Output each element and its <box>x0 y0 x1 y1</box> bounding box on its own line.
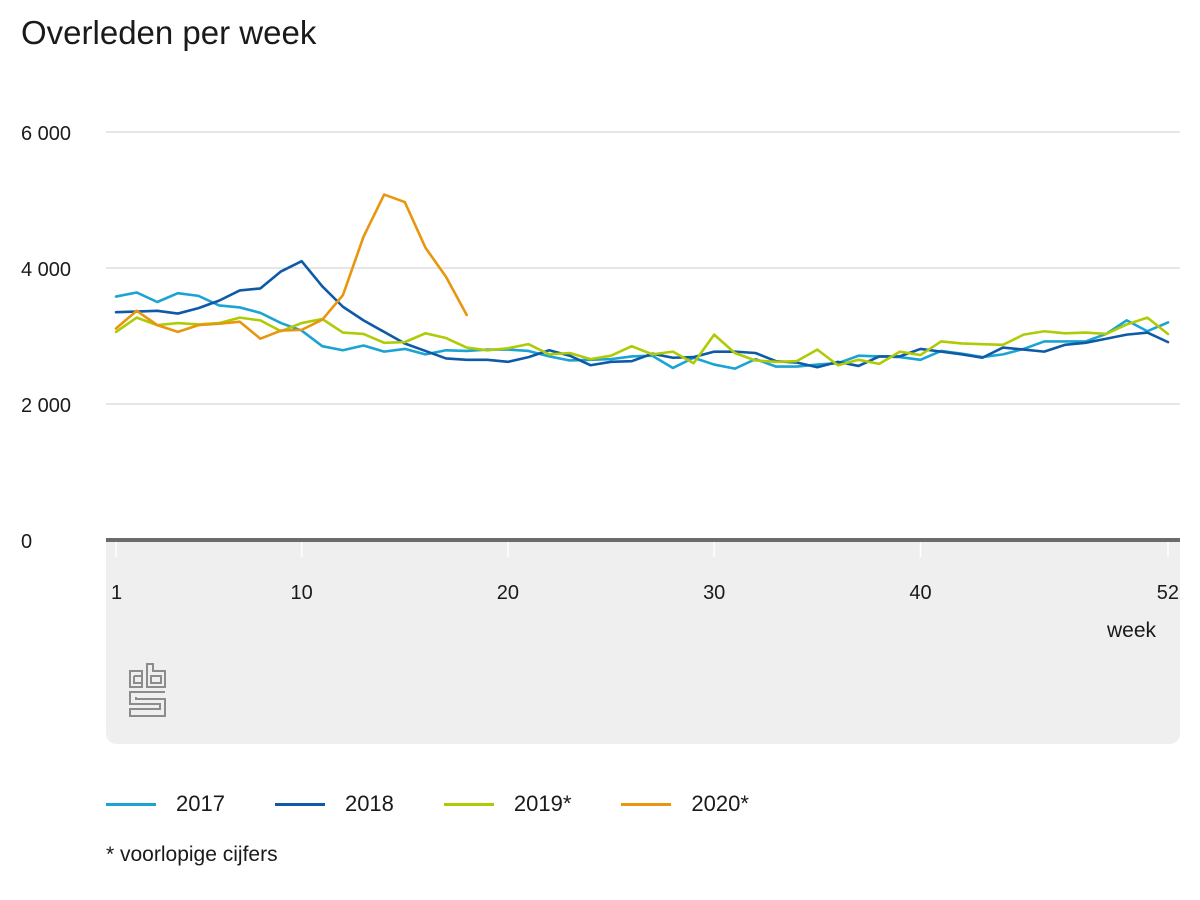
x-tick-label-1: 1 <box>111 582 122 604</box>
y-tick-label-4000: 4 000 <box>21 259 71 281</box>
y-tick-label-0: 0 <box>21 531 32 553</box>
x-tick-label-20: 20 <box>497 582 519 604</box>
footnote: * voorlopige cijfers <box>106 843 278 866</box>
legend-label-2018: 2018 <box>344 791 394 816</box>
series-line-2018 <box>114 259 1170 369</box>
legend-swatch-2020 <box>621 802 672 806</box>
legend-swatch-2019 <box>443 802 494 806</box>
legend-label-2019: 2019* <box>513 791 572 816</box>
x-tick-label-10: 10 <box>291 582 313 604</box>
x-tick-label-30: 30 <box>703 582 725 604</box>
legend-swatch-2017 <box>106 802 156 806</box>
x-axis-panel <box>106 540 1180 744</box>
y-tick-label-2000: 2 000 <box>21 395 71 417</box>
legend-item-2019: 2019* <box>443 791 572 817</box>
y-tick-label-6000: 6 000 <box>21 123 71 145</box>
legend-label-2020: 2020* <box>691 791 749 816</box>
legend-swatch-2018 <box>274 802 325 806</box>
legend: 2017 2018 2019* 2020* <box>106 786 799 822</box>
x-tick-label-40: 40 <box>909 582 931 604</box>
series-line-2019 <box>114 316 1170 367</box>
cbs-logo <box>129 663 166 717</box>
legend-item-2020: 2020* <box>621 791 749 817</box>
series-line-2020 <box>114 193 468 341</box>
legend-label-2017: 2017 <box>176 791 225 816</box>
legend-item-2017: 2017 <box>106 791 225 817</box>
legend-item-2018: 2018 <box>274 791 394 817</box>
x-axis-title: week <box>1106 619 1157 642</box>
x-tick-label-52: 52 <box>1157 582 1179 604</box>
chart-title: Overleden per week <box>21 14 317 51</box>
